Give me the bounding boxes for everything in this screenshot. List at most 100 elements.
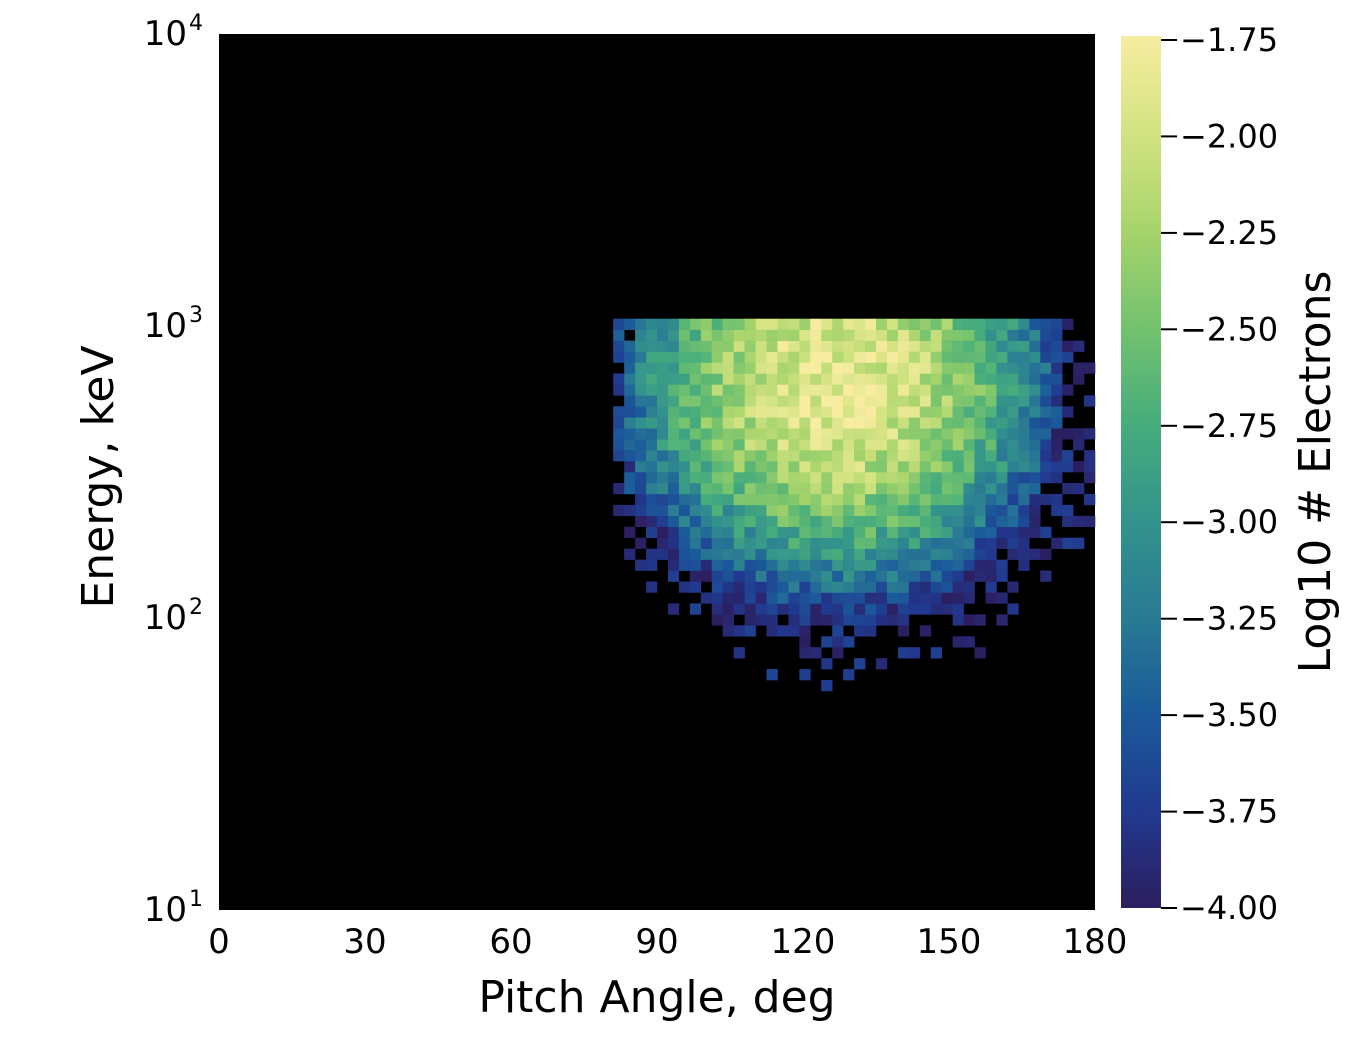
heatmap-cell xyxy=(832,647,844,659)
heatmap-cell xyxy=(646,373,658,385)
heatmap-cell xyxy=(854,570,866,582)
heatmap-cell xyxy=(996,439,1008,451)
heatmap-cell xyxy=(1040,493,1052,506)
heatmap-cell xyxy=(711,548,723,560)
heatmap-cell xyxy=(876,439,888,451)
heatmap-cell xyxy=(897,395,910,407)
heatmap-cell xyxy=(843,384,855,396)
heatmap-cell xyxy=(1018,548,1030,560)
heatmap-cell xyxy=(667,570,680,582)
heatmap-cell xyxy=(843,461,855,473)
heatmap-cell xyxy=(843,439,855,451)
heatmap-cell xyxy=(722,329,734,341)
heatmap-cell xyxy=(810,428,822,440)
heatmap-cell xyxy=(613,384,625,396)
heatmap-cell xyxy=(919,592,932,604)
heatmap-cell xyxy=(624,395,636,407)
heatmap-cell xyxy=(711,450,723,462)
heatmap-cell xyxy=(646,581,658,593)
heatmap-cell xyxy=(1018,515,1030,528)
heatmap-cell xyxy=(897,581,910,593)
heatmap-cell xyxy=(788,581,800,593)
heatmap-cell xyxy=(941,526,953,538)
x-tick-label: 120 xyxy=(771,922,836,962)
heatmap-cell xyxy=(865,406,877,418)
heatmap-cell xyxy=(624,406,636,418)
heatmap-cell xyxy=(777,515,789,528)
heatmap-cell xyxy=(1029,515,1041,528)
heatmap-cell xyxy=(646,504,658,517)
heatmap-cell xyxy=(1018,493,1030,506)
heatmap-cell xyxy=(667,504,680,517)
heatmap-cell xyxy=(657,417,669,429)
heatmap-cell xyxy=(722,493,734,506)
heatmap-cell xyxy=(700,570,713,582)
heatmap-cell xyxy=(821,614,833,626)
heatmap-cell xyxy=(678,395,691,407)
heatmap-cell xyxy=(876,318,888,330)
heatmap-cell xyxy=(733,625,745,637)
heatmap-cell xyxy=(832,515,844,528)
heatmap-cell xyxy=(667,384,680,396)
heatmap-cell xyxy=(1007,329,1019,341)
heatmap-cell xyxy=(1040,373,1052,385)
heatmap-cell xyxy=(821,373,833,385)
heatmap-cell xyxy=(667,340,680,352)
heatmap-cell xyxy=(897,570,910,582)
heatmap-cell xyxy=(777,472,789,484)
heatmap-cell xyxy=(952,461,964,473)
heatmap-cell xyxy=(843,570,855,582)
heatmap-cell xyxy=(700,340,713,352)
heatmap-cell xyxy=(985,581,997,593)
heatmap-cell xyxy=(952,362,964,374)
heatmap-cell xyxy=(908,329,921,341)
heatmap-cell xyxy=(744,340,756,352)
heatmap-cell xyxy=(733,504,745,517)
x-ticks: 0 30 60 90 120 150 180 xyxy=(208,922,1127,962)
heatmap-cell xyxy=(908,482,921,495)
heatmap-cell xyxy=(985,570,997,582)
heatmap-cell xyxy=(744,417,756,429)
heatmap-cell xyxy=(854,395,866,407)
heatmap-cell xyxy=(832,570,844,582)
heatmap-cell xyxy=(1040,318,1052,330)
heatmap-cell xyxy=(1084,461,1096,473)
heatmap-cell xyxy=(733,351,745,363)
heatmap-cell xyxy=(919,384,932,396)
heatmap-cell xyxy=(766,417,778,429)
heatmap-cell xyxy=(733,439,745,451)
heatmap-cell xyxy=(646,362,658,374)
heatmap-cell xyxy=(766,329,778,341)
heatmap-cell xyxy=(755,461,767,473)
heatmap-cell xyxy=(832,581,844,593)
heatmap-cell xyxy=(733,570,745,582)
heatmap-cell xyxy=(854,548,866,560)
heatmap-cell xyxy=(799,428,811,440)
heatmap-cell xyxy=(843,318,855,330)
heatmap-cell xyxy=(843,603,855,615)
heatmap-cell xyxy=(1007,351,1019,363)
heatmap-cell xyxy=(985,373,997,385)
heatmap-cell xyxy=(733,362,745,374)
heatmap-cell xyxy=(974,526,986,538)
heatmap-cell xyxy=(766,482,778,495)
heatmap-cell xyxy=(908,428,921,440)
heatmap-cell xyxy=(832,395,844,407)
heatmap-cell xyxy=(788,340,800,352)
heatmap-cell xyxy=(777,482,789,495)
heatmap-cell xyxy=(886,548,899,560)
heatmap-cell xyxy=(667,493,680,506)
heatmap-cell xyxy=(941,592,953,604)
heatmap-cell xyxy=(854,329,866,341)
heatmap-cell xyxy=(1051,395,1063,407)
heatmap-cell xyxy=(1007,603,1019,615)
heatmap-cell xyxy=(952,472,964,484)
heatmap-cell xyxy=(657,406,669,418)
heatmap-cell xyxy=(843,362,855,374)
heatmap-cell xyxy=(1029,417,1041,429)
heatmap-cell xyxy=(908,417,921,429)
heatmap-cell xyxy=(865,625,877,637)
heatmap-cell xyxy=(744,526,756,538)
heatmap-cell xyxy=(700,526,713,538)
heatmap-cell xyxy=(700,559,713,571)
